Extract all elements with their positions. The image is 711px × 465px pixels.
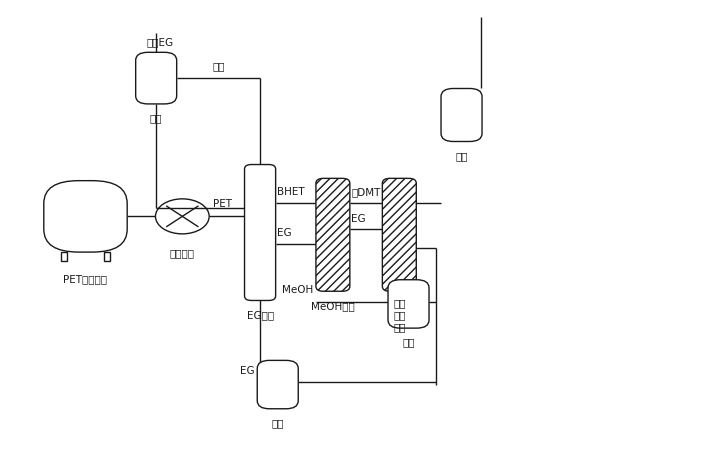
Text: MeOH分解: MeOH分解 <box>311 301 355 312</box>
Text: 蒸馏: 蒸馏 <box>455 151 468 161</box>
FancyBboxPatch shape <box>257 360 298 409</box>
Text: 蒸馏: 蒸馏 <box>272 418 284 428</box>
FancyBboxPatch shape <box>136 53 176 104</box>
Text: BHET: BHET <box>277 187 305 197</box>
Text: 釜残: 釜残 <box>212 61 225 71</box>
Bar <box>104 252 110 261</box>
FancyBboxPatch shape <box>245 165 276 300</box>
Text: EG解聚: EG解聚 <box>247 311 274 320</box>
Text: EG: EG <box>240 365 255 376</box>
Text: PET: PET <box>213 199 232 209</box>
Bar <box>60 252 67 261</box>
Text: PET聚合工序: PET聚合工序 <box>63 274 107 284</box>
FancyBboxPatch shape <box>441 88 482 141</box>
Text: MeOH: MeOH <box>282 285 313 295</box>
FancyBboxPatch shape <box>388 280 429 328</box>
Text: 熔融粉碎: 熔融粉碎 <box>170 249 195 259</box>
Text: EG: EG <box>277 228 292 238</box>
FancyBboxPatch shape <box>383 179 416 291</box>
Text: 蒸馏: 蒸馏 <box>402 337 415 347</box>
Text: 副产EG: 副产EG <box>146 37 173 47</box>
Text: 过滤
清洗
精制: 过滤 清洗 精制 <box>393 299 405 332</box>
FancyBboxPatch shape <box>44 181 127 252</box>
Text: EG: EG <box>351 213 366 224</box>
Text: 蒸馏: 蒸馏 <box>150 113 162 123</box>
FancyBboxPatch shape <box>316 179 350 291</box>
Text: 粗DMT: 粗DMT <box>351 187 380 197</box>
